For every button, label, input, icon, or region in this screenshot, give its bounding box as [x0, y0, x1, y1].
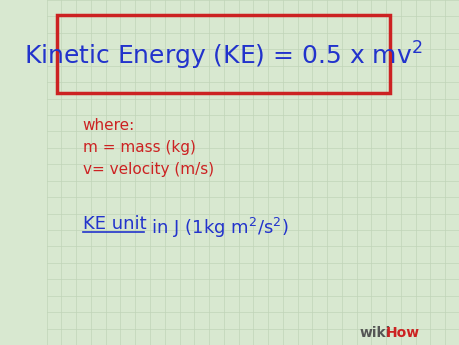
Text: where:: where: [83, 118, 134, 133]
Text: in J (1kg m$^2$/s$^2$): in J (1kg m$^2$/s$^2$) [145, 216, 288, 240]
Text: How: How [385, 326, 419, 340]
Text: Kinetic Energy (KE) = 0.5 x mv$^2$: Kinetic Energy (KE) = 0.5 x mv$^2$ [24, 40, 422, 72]
Text: wiki: wiki [358, 326, 390, 340]
Text: m = mass (kg): m = mass (kg) [83, 140, 195, 155]
Text: KE unit: KE unit [83, 215, 146, 233]
Text: v= velocity (m/s): v= velocity (m/s) [83, 162, 213, 177]
